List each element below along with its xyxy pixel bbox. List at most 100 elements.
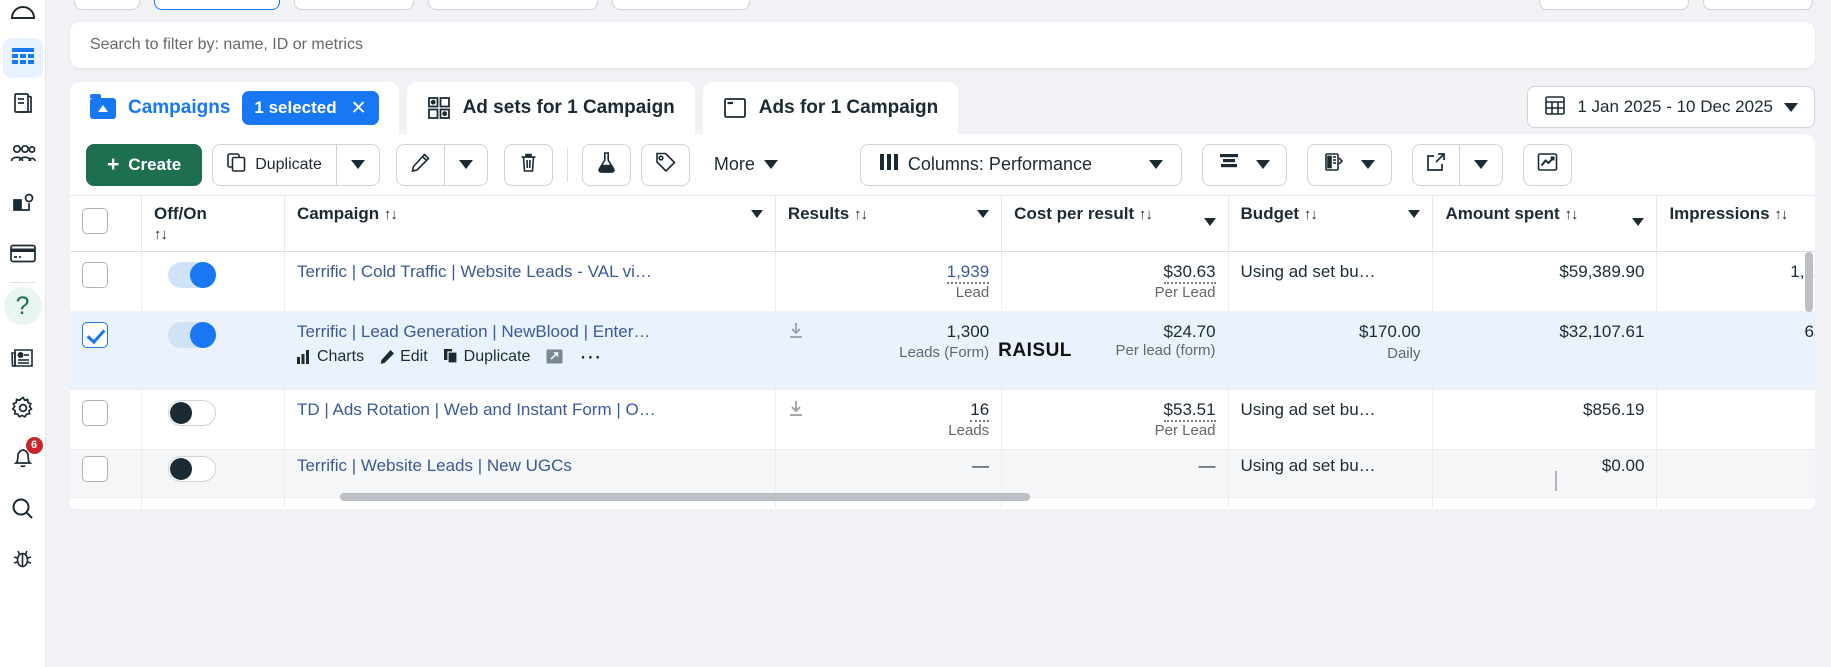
filter-chip[interactable]: [1539, 0, 1689, 10]
help-icon[interactable]: ?: [3, 287, 42, 325]
export-button[interactable]: [1411, 143, 1459, 186]
automated-rules-icon[interactable]: [1, 178, 45, 228]
filter-chip[interactable]: [294, 0, 414, 10]
status-toggle[interactable]: [167, 455, 216, 482]
campaigns-table-icon[interactable]: [2, 38, 43, 78]
column-menu-icon[interactable]: [1203, 218, 1216, 226]
ab-test-button[interactable]: [581, 143, 631, 186]
column-menu-icon[interactable]: [977, 210, 990, 218]
search-bar[interactable]: [70, 22, 1815, 68]
th-amount-spent[interactable]: Amount spent ↑↓: [1432, 196, 1658, 252]
filter-chip-active[interactable]: [154, 0, 280, 10]
duplicate-button[interactable]: Duplicate: [212, 143, 336, 186]
column-menu-icon[interactable]: [1408, 210, 1421, 218]
row-action-preview[interactable]: [546, 349, 563, 364]
campaign-link[interactable]: Terrific | Lead Generation | NewBlood | …: [296, 321, 651, 341]
row-checkbox[interactable]: [82, 261, 108, 288]
download-icon[interactable]: [788, 400, 804, 422]
account-overview-icon[interactable]: [1, 0, 45, 24]
column-resize-handle[interactable]: [1555, 471, 1557, 491]
more-button[interactable]: More: [699, 143, 792, 186]
results-value[interactable]: 16: [970, 400, 990, 422]
reports-button[interactable]: [1306, 143, 1392, 186]
edit-dropdown-button[interactable]: [443, 143, 488, 186]
notifications-icon[interactable]: 6: [1, 433, 45, 483]
columns-button[interactable]: Columns: Performance: [859, 143, 1182, 186]
campaign-link[interactable]: Terrific | Cold Traffic | Website Leads …: [296, 261, 652, 281]
delete-button[interactable]: [503, 143, 553, 186]
search-input[interactable]: [88, 35, 1797, 55]
sort-icon[interactable]: ↑↓: [853, 206, 868, 223]
filter-chip[interactable]: [612, 0, 750, 10]
billing-icon[interactable]: [1, 228, 45, 278]
filter-chip[interactable]: [1703, 0, 1813, 10]
row-action-edit[interactable]: Edit: [380, 348, 428, 366]
sort-icon[interactable]: ↑↓: [1774, 206, 1788, 223]
th-off-on[interactable]: Off/On ↑↓: [141, 196, 285, 252]
table-row[interactable]: Terrific | Website Leads | New UGCs — — …: [70, 449, 1815, 498]
table-row[interactable]: Terrific | Lead Generation | NewBlood | …: [70, 311, 1815, 390]
filter-chip[interactable]: [74, 0, 140, 10]
tag-button[interactable]: [640, 143, 690, 186]
sort-icon[interactable]: ↑↓: [1138, 206, 1153, 223]
campaign-link[interactable]: TD | Ads Rotation | Web and Instant Form…: [296, 399, 656, 419]
duplicate-dropdown-button[interactable]: [335, 143, 380, 186]
row-action-more[interactable]: ⋯: [579, 344, 603, 369]
th-budget[interactable]: Budget ↑↓: [1228, 196, 1434, 252]
results-value: 1,300: [946, 321, 990, 341]
th-campaign[interactable]: Campaign ↑↓: [284, 196, 776, 252]
settings-gear-icon[interactable]: [1, 383, 45, 433]
horizontal-scrollbar[interactable]: [340, 493, 1815, 501]
status-toggle[interactable]: [167, 321, 216, 348]
sort-icon[interactable]: ↑↓: [1303, 206, 1318, 223]
more-label: More: [713, 154, 755, 174]
th-results[interactable]: Results ↑↓: [775, 196, 1003, 252]
tab-ad-sets[interactable]: Ad sets for 1 Campaign: [406, 82, 695, 134]
cost-value[interactable]: $30.63: [1163, 262, 1216, 284]
row-action-duplicate[interactable]: Duplicate: [443, 348, 530, 366]
column-menu-icon[interactable]: [750, 210, 763, 218]
total-impressions-cell: 5,209,5: [1656, 497, 1815, 509]
sort-icon[interactable]: ↑↓: [383, 206, 398, 223]
sort-icon[interactable]: ↑↓: [153, 225, 168, 243]
breakdown-button[interactable]: [1201, 143, 1287, 186]
charts-button[interactable]: [1522, 143, 1572, 186]
clear-selection-icon[interactable]: ✕: [350, 97, 367, 119]
chevron-down-icon[interactable]: [1784, 102, 1798, 112]
cost-value[interactable]: $53.51: [1163, 400, 1216, 422]
row-checkbox[interactable]: [82, 321, 108, 348]
results-value[interactable]: 1,939: [946, 262, 990, 284]
create-button[interactable]: + Create: [86, 143, 203, 186]
sort-icon[interactable]: ↑↓: [1564, 206, 1578, 223]
export-dropdown-button[interactable]: [1458, 143, 1503, 186]
library-icon[interactable]: [1, 78, 45, 128]
table-row[interactable]: Terrific | Cold Traffic | Website Leads …: [70, 251, 1815, 312]
row-checkbox[interactable]: [82, 399, 108, 426]
table-row[interactable]: TD | Ads Rotation | Web and Instant Form…: [70, 389, 1815, 450]
date-range-picker[interactable]: 1 Jan 2025 - 10 Dec 2025: [1527, 86, 1815, 128]
selected-count-pill[interactable]: 1 selected ✕: [242, 91, 379, 125]
audiences-icon[interactable]: [1, 128, 45, 178]
tab-ads[interactable]: Ads for 1 Campaign: [702, 82, 959, 134]
bug-icon[interactable]: [1, 533, 45, 583]
download-icon[interactable]: [788, 322, 804, 344]
filter-chip[interactable]: [428, 0, 598, 10]
th-impressions[interactable]: Impressions ↑↓: [1656, 196, 1815, 252]
vertical-scrollbar[interactable]: [1805, 252, 1813, 312]
campaigns-table-container[interactable]: Off/On ↑↓ Campaign ↑↓: [70, 196, 1815, 509]
edit-button[interactable]: [395, 143, 444, 186]
status-toggle[interactable]: [167, 261, 216, 288]
search-icon[interactable]: [1, 483, 45, 533]
select-all-checkbox[interactable]: [82, 208, 108, 234]
left-nav-rail: ? 6: [0, 0, 46, 667]
horizontal-scrollbar-thumb[interactable]: [340, 493, 1030, 501]
column-menu-icon[interactable]: [1632, 218, 1645, 226]
news-icon[interactable]: [1, 333, 45, 383]
amount-spent-value: $59,389.90: [1559, 261, 1645, 281]
row-action-charts[interactable]: Charts: [296, 348, 364, 366]
tab-campaigns[interactable]: Campaigns 1 selected ✕: [70, 82, 399, 134]
row-checkbox[interactable]: [82, 455, 108, 482]
th-cost-per-result[interactable]: Cost per result ↑↓: [1001, 196, 1229, 252]
campaign-link[interactable]: Terrific | Website Leads | New UGCs: [296, 455, 572, 475]
status-toggle[interactable]: [167, 399, 216, 426]
